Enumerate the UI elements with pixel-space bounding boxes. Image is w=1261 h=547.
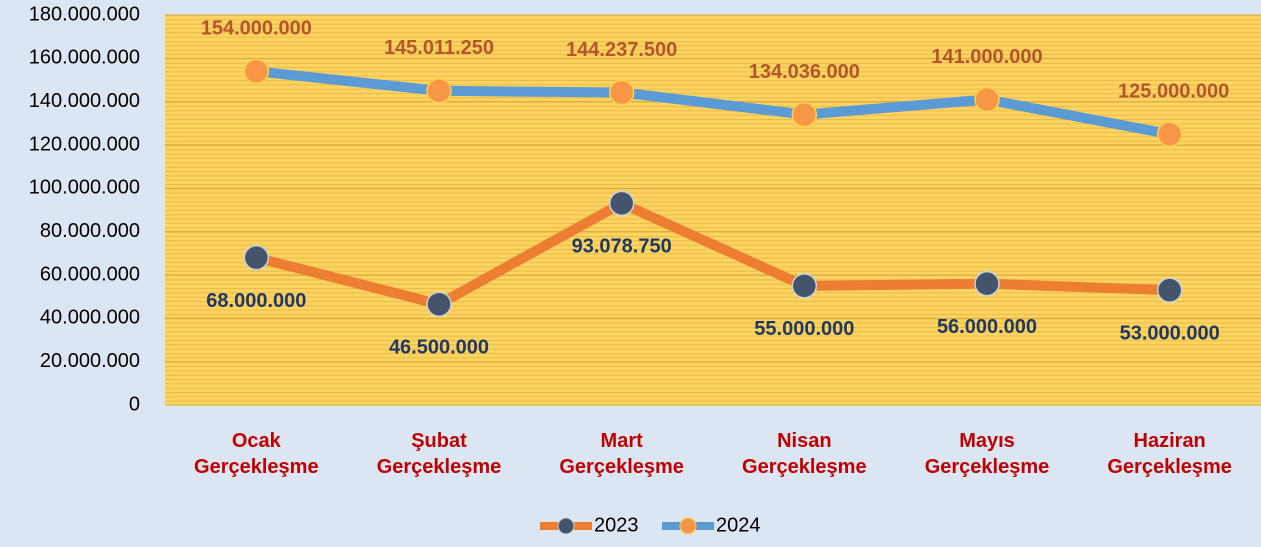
y-tick-label: 120.000.000 xyxy=(29,133,140,155)
plot-area xyxy=(165,15,1261,405)
series-line xyxy=(255,198,1170,310)
marker xyxy=(974,86,1000,113)
x-tick-label: Haziran Gerçekleşme xyxy=(1107,430,1232,478)
y-tick-label: 60.000.000 xyxy=(40,263,140,285)
marker xyxy=(608,79,635,106)
x-tick-label: Nisan Gerçekleşme xyxy=(742,430,867,478)
marker xyxy=(1156,277,1183,303)
data-label: 144.237.500 xyxy=(566,39,677,61)
y-tick-label: 180.000.000 xyxy=(29,3,140,25)
y-tick-label: 80.000.000 xyxy=(40,220,140,242)
legend-label: 2024 xyxy=(716,514,761,536)
data-label: 134.036.000 xyxy=(749,61,860,83)
legend-label: 2023 xyxy=(594,514,639,536)
marker xyxy=(608,190,635,217)
marker xyxy=(791,101,818,128)
data-label: 145.011.250 xyxy=(384,37,494,59)
series-line xyxy=(255,66,1171,140)
x-tick-label: Mart Gerçekleşme xyxy=(559,430,684,478)
y-tick-label: 140.000.000 xyxy=(29,90,140,112)
marker xyxy=(243,244,270,271)
y-tick-label: 160.000.000 xyxy=(29,47,140,69)
data-label: 56.000.000 xyxy=(937,316,1037,338)
y-tick-label: 40.000.000 xyxy=(40,307,140,329)
legend-marker xyxy=(679,517,697,535)
x-tick-label: Ocak Gerçekleşme xyxy=(194,430,319,478)
y-tick-label: 0 xyxy=(129,393,140,415)
marker xyxy=(426,291,452,317)
data-label: 68.000.000 xyxy=(206,290,306,312)
x-tick-label: Şubat Gerçekleşme xyxy=(376,430,502,478)
marker xyxy=(791,273,818,299)
legend-marker xyxy=(557,517,575,535)
data-label: 55.000.000 xyxy=(754,318,854,340)
marker xyxy=(426,78,452,104)
data-label: 141.000.000 xyxy=(931,46,1042,68)
data-label: 154.000.000 xyxy=(201,18,312,40)
data-label: 53.000.000 xyxy=(1120,322,1220,344)
x-tick-label: Mayıs Gerçekleşme xyxy=(924,430,1050,478)
y-tick-label: 100.000.000 xyxy=(29,177,140,199)
data-label: 125.000.000 xyxy=(1118,80,1229,102)
data-label: 93.078.750 xyxy=(572,236,672,258)
marker xyxy=(243,58,270,85)
data-label: 46.500.000 xyxy=(389,337,489,359)
y-tick-label: 20.000.000 xyxy=(40,350,140,372)
marker xyxy=(1156,121,1183,147)
marker xyxy=(974,270,1000,297)
